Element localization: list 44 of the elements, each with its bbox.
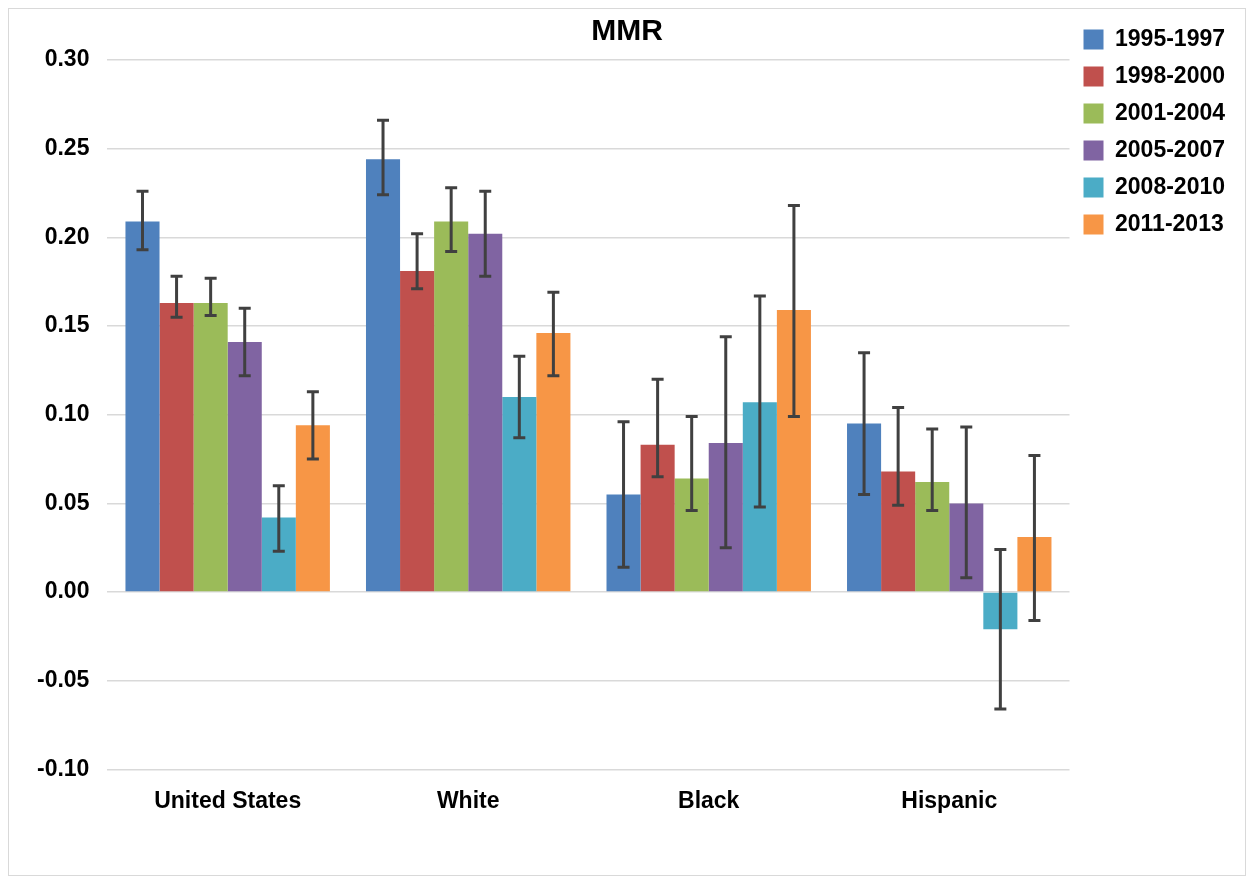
y-tick-label: 0.25: [44, 134, 90, 161]
y-tick-label: 0.30: [44, 45, 90, 72]
legend-label: 1998-2000: [1115, 61, 1226, 88]
x-tick-label: White: [436, 786, 500, 813]
bar: [983, 592, 1018, 630]
bar: [261, 517, 296, 592]
bar: [847, 423, 882, 592]
bar: [606, 494, 641, 592]
y-tick-label: 0.00: [44, 577, 90, 604]
legend-label: 2005-2007: [1115, 135, 1226, 162]
bar: [159, 302, 194, 592]
y-tick-label: 0.05: [44, 488, 90, 515]
bar: [400, 271, 435, 592]
legend-label: 2008-2010: [1115, 172, 1226, 199]
bar: [1017, 537, 1052, 592]
bar: [295, 425, 330, 592]
bar: [468, 233, 503, 592]
y-tick-label: 0.15: [44, 311, 90, 338]
bar: [434, 221, 469, 592]
bar: [502, 396, 537, 592]
legend-label: 2001-2004: [1115, 98, 1226, 125]
legend-label: 1995-1997: [1115, 24, 1226, 51]
chart-title: MMR: [591, 13, 664, 47]
x-tick-label: United States: [154, 786, 302, 813]
bar: [125, 221, 160, 592]
bar: [915, 482, 950, 592]
y-tick-label: 0.10: [44, 400, 90, 427]
y-tick-label: -0.10: [36, 754, 90, 781]
y-tick-label: 0.20: [44, 222, 90, 249]
bar: [227, 341, 262, 592]
bar: [776, 310, 811, 592]
bar: [949, 503, 984, 592]
bar: [193, 302, 228, 592]
bar: [674, 478, 709, 592]
bar: [708, 443, 743, 592]
x-tick-label: Black: [678, 786, 740, 813]
x-tick-label: Hispanic: [901, 786, 998, 813]
y-tick-label: -0.05: [36, 666, 90, 693]
bar: [536, 333, 571, 592]
bar: [881, 471, 916, 592]
bar: [365, 159, 401, 592]
bar: [742, 402, 777, 592]
bar: [640, 444, 675, 592]
legend-label: 2011-2013: [1115, 209, 1224, 236]
